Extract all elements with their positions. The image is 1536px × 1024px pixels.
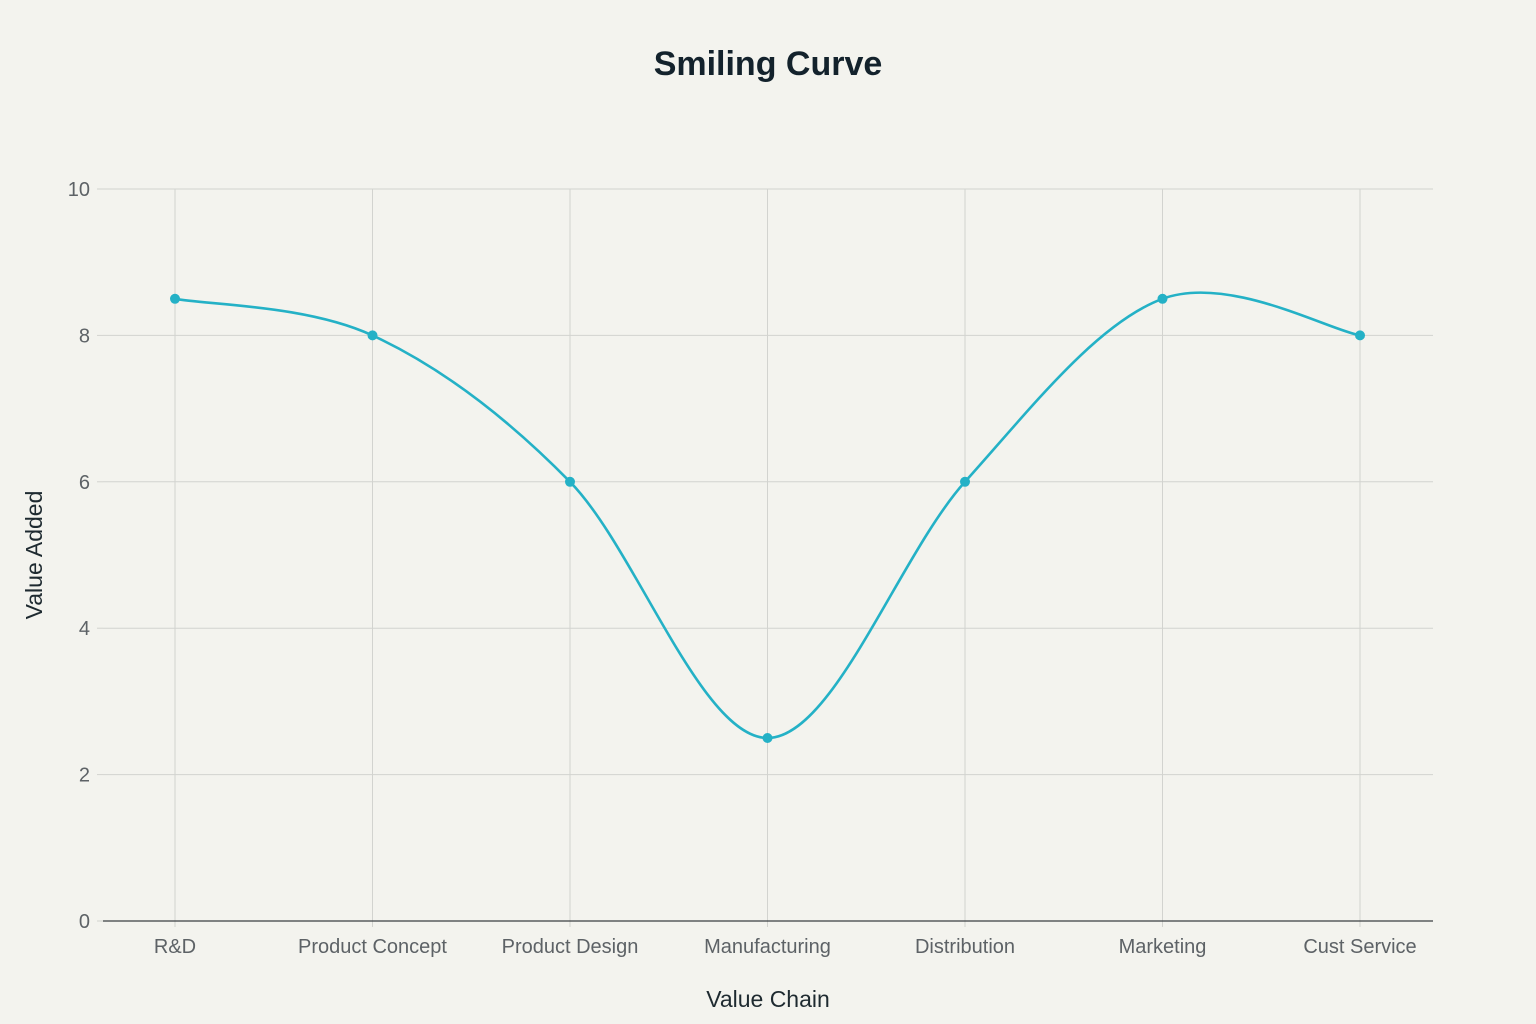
data-point[interactable] — [1355, 330, 1365, 341]
y-tick-label: 4 — [79, 618, 90, 640]
y-tick-label: 8 — [79, 325, 90, 347]
x-tick-label: R&D — [154, 936, 196, 958]
x-tick-label: Manufacturing — [704, 936, 831, 958]
x-tick-label: Cust Service — [1303, 936, 1416, 958]
chart-title: Smiling Curve — [654, 45, 883, 83]
y-axis-ticks: 0 2 4 6 8 10 — [68, 179, 90, 933]
data-point[interactable] — [367, 330, 378, 341]
y-tick-label: 0 — [79, 911, 90, 933]
grid-lines — [97, 188, 1433, 927]
x-tick-label: Distribution — [915, 936, 1015, 958]
y-axis-label: Value Added — [21, 491, 47, 620]
x-axis-ticks: R&D Product Concept Product Design Manufact… — [154, 936, 1417, 958]
series-layer — [170, 291, 1365, 743]
y-tick-label: 10 — [68, 179, 90, 201]
x-tick-label: Marketing — [1119, 936, 1207, 958]
data-point[interactable] — [762, 733, 773, 743]
y-tick-label: 2 — [79, 765, 90, 787]
data-point[interactable] — [170, 293, 180, 304]
data-point[interactable] — [960, 476, 970, 487]
x-tick-label: Product Concept — [298, 936, 447, 958]
data-point[interactable] — [1157, 293, 1168, 304]
x-tick-label: Product Design — [502, 936, 639, 958]
y-tick-label: 6 — [79, 472, 90, 494]
x-axis-label: Value Chain — [706, 986, 830, 1012]
data-point[interactable] — [565, 476, 575, 487]
